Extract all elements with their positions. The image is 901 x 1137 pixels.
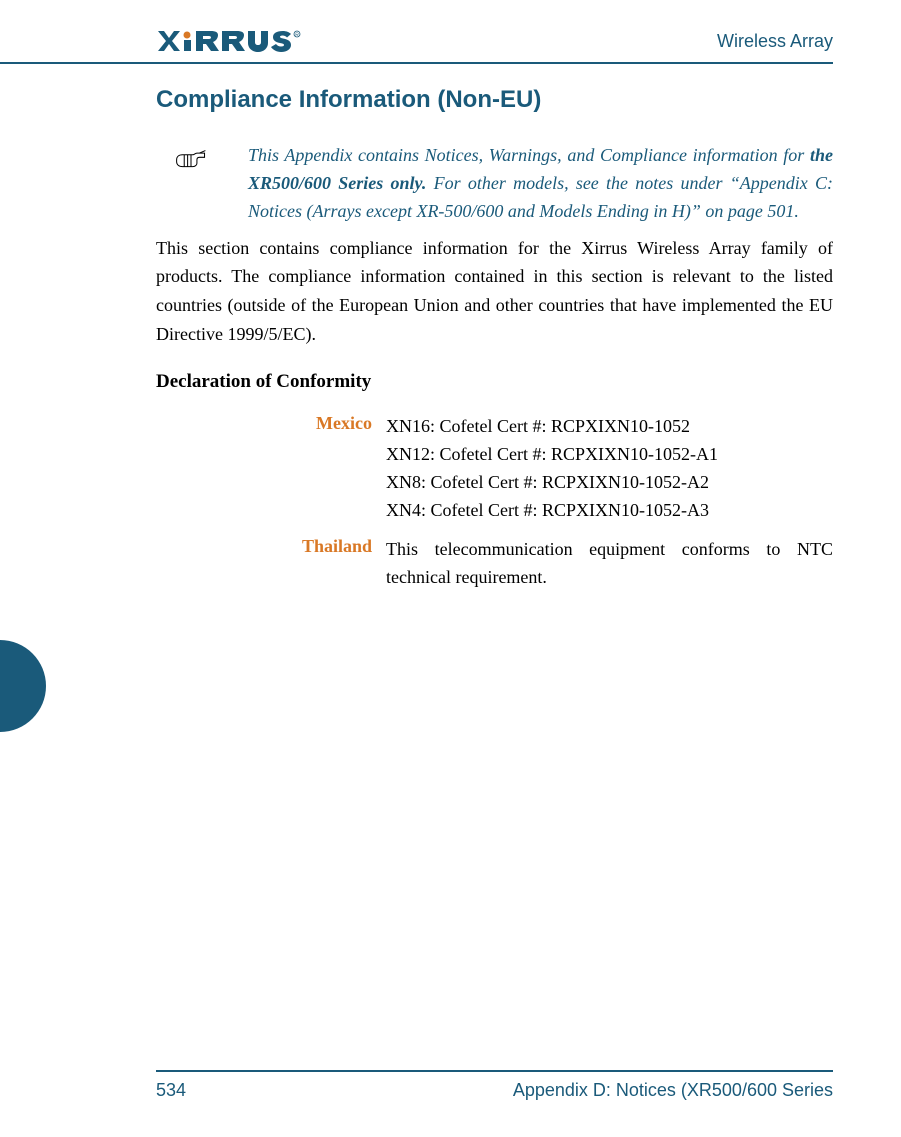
conformity-country: Mexico — [156, 413, 386, 525]
note-icon — [156, 142, 248, 175]
conformity-table: MexicoXN16: Cofetel Cert #: RCPXIXN10-10… — [156, 413, 833, 592]
conformity-country: Thailand — [156, 536, 386, 592]
body-paragraph: This section contains compliance informa… — [156, 234, 833, 349]
conformity-text: This telecommunication equipment conform… — [386, 536, 833, 592]
brand-logo: R — [156, 26, 306, 56]
footer-right-text: Appendix D: Notices (XR500/600 Series — [513, 1080, 833, 1101]
page-header: R Wireless Array — [0, 26, 833, 64]
notice-text: This Appendix contains Notices, Warnings… — [248, 142, 833, 226]
section-title: Compliance Information (Non-EU) — [156, 86, 833, 114]
notice-block: This Appendix contains Notices, Warnings… — [156, 142, 833, 226]
content-area: Compliance Information (Non-EU) This App… — [0, 64, 833, 592]
page-footer: 534 Appendix D: Notices (XR500/600 Serie… — [156, 1070, 833, 1101]
page-number: 534 — [156, 1080, 186, 1101]
svg-text:R: R — [295, 33, 299, 39]
conformity-row: ThailandThis telecommunication equipment… — [156, 536, 833, 592]
notice-prefix: This Appendix contains Notices, Warnings… — [248, 145, 810, 165]
conformity-row: MexicoXN16: Cofetel Cert #: RCPXIXN10-10… — [156, 413, 833, 525]
subsection-title: Declaration of Conformity — [156, 371, 833, 393]
side-thumb-tab — [0, 640, 46, 732]
conformity-text: XN16: Cofetel Cert #: RCPXIXN10-1052XN12… — [386, 413, 833, 525]
header-right-text: Wireless Array — [717, 31, 833, 52]
